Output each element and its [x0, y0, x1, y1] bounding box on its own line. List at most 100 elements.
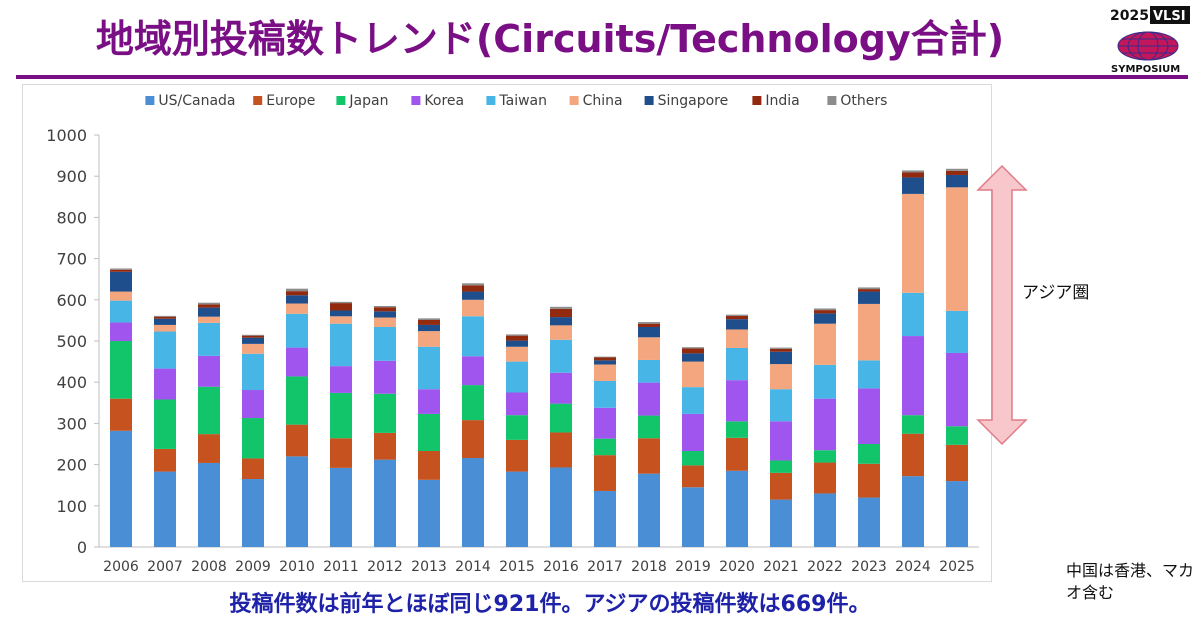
bar-segment	[462, 285, 484, 292]
bar-segment	[374, 360, 396, 394]
logo-name: SYMPOSIUM	[1111, 64, 1180, 75]
bar-segment	[506, 415, 528, 440]
logo-year: 2025	[1110, 8, 1149, 24]
bar-segment	[550, 372, 572, 404]
bar-segment	[330, 303, 352, 311]
bar-segment	[330, 392, 352, 439]
legend-label: India	[765, 93, 799, 109]
bar-segment	[814, 462, 836, 494]
bar-segment	[682, 465, 704, 488]
legend-label: China	[583, 93, 623, 109]
x-tick-label: 2015	[499, 559, 535, 575]
bar-segment	[242, 335, 264, 338]
bar-segment	[550, 306, 572, 309]
bar-segment	[858, 497, 880, 547]
x-tick-label: 2024	[895, 559, 931, 575]
bar-segment	[946, 170, 968, 175]
bar-segment	[198, 386, 220, 435]
bar-segment	[506, 361, 528, 393]
bar-segment	[682, 353, 704, 362]
bar-segment	[286, 424, 308, 457]
legend-swatch	[644, 96, 654, 105]
bar-segment	[726, 421, 748, 438]
legend-label: Others	[840, 93, 887, 109]
legend-swatch	[827, 96, 837, 105]
bar-segment	[286, 303, 308, 314]
bar-segment	[418, 346, 440, 390]
bar-segment	[770, 348, 792, 352]
bar-segment	[154, 471, 176, 547]
bar-segment	[374, 311, 396, 318]
bar-segment	[198, 434, 220, 463]
legend-swatch	[336, 96, 346, 105]
bar-segment	[594, 364, 616, 381]
bar-segment	[902, 177, 924, 194]
bar-segment	[198, 462, 220, 547]
x-tick-label: 2020	[719, 559, 755, 575]
bar-segment	[550, 339, 572, 373]
x-tick-label: 2012	[367, 559, 403, 575]
bar-segment	[594, 357, 616, 361]
bar-segment	[330, 301, 352, 304]
bar-segment	[726, 314, 748, 316]
bar-segment	[770, 460, 792, 473]
asia-label: アジア圏	[1022, 283, 1090, 303]
bar-segment	[506, 471, 528, 547]
bar-segment	[814, 323, 836, 365]
bar-segment	[154, 324, 176, 332]
title-divider	[16, 75, 1188, 79]
bar-segment	[154, 316, 176, 319]
bar-segment	[770, 472, 792, 500]
asia-range-arrow	[976, 164, 1028, 446]
bar-segment	[462, 291, 484, 300]
bar-segment	[638, 473, 660, 547]
bar-segment	[858, 291, 880, 304]
x-tick-label: 2008	[191, 559, 227, 575]
bar-segment	[682, 348, 704, 354]
bar-segment	[374, 307, 396, 312]
y-tick-label: 400	[56, 373, 87, 392]
bar-segment	[594, 360, 616, 365]
bar-segment	[946, 426, 968, 445]
bar-segment	[858, 287, 880, 290]
bar-segment	[682, 487, 704, 547]
bar-segment	[858, 360, 880, 389]
bar-segment	[110, 398, 132, 431]
bar-segment	[154, 368, 176, 400]
bar-segment	[726, 470, 748, 547]
bar-segment	[726, 348, 748, 381]
bar-segment	[418, 413, 440, 452]
bar-segment	[110, 269, 132, 272]
bar-segment	[110, 300, 132, 323]
bar-segment	[242, 390, 264, 419]
bar-segment	[814, 313, 836, 324]
bar-segment	[462, 385, 484, 421]
x-tick-label: 2022	[807, 559, 843, 575]
bar-segment	[418, 324, 440, 332]
legend-swatch	[569, 96, 579, 105]
bar-segment	[902, 336, 924, 416]
bar-segment	[286, 347, 308, 377]
bar-segment	[242, 337, 264, 344]
bar-segment	[418, 331, 440, 347]
bar-segment	[814, 398, 836, 451]
page-title: 地域別投稿数トレンド(Circuits/Technology合計)	[95, 17, 1005, 61]
bar-segment	[726, 380, 748, 422]
bar-segment	[814, 493, 836, 547]
legend-label: US/Canada	[158, 93, 235, 109]
bar-segment	[814, 450, 836, 463]
bar-segment	[462, 283, 484, 286]
bar-segment	[946, 444, 968, 482]
bar-segment	[858, 444, 880, 464]
x-tick-label: 2007	[147, 559, 183, 575]
bar-segment	[506, 335, 528, 341]
bar-segment	[638, 326, 660, 338]
y-tick-label: 500	[56, 332, 87, 351]
bar-segment	[198, 302, 220, 305]
bar-segment	[726, 437, 748, 471]
legend-swatch	[411, 96, 421, 105]
bar-segment	[286, 376, 308, 425]
x-tick-label: 2017	[587, 559, 623, 575]
bar-segment	[506, 392, 528, 416]
bar-segment	[858, 289, 880, 292]
